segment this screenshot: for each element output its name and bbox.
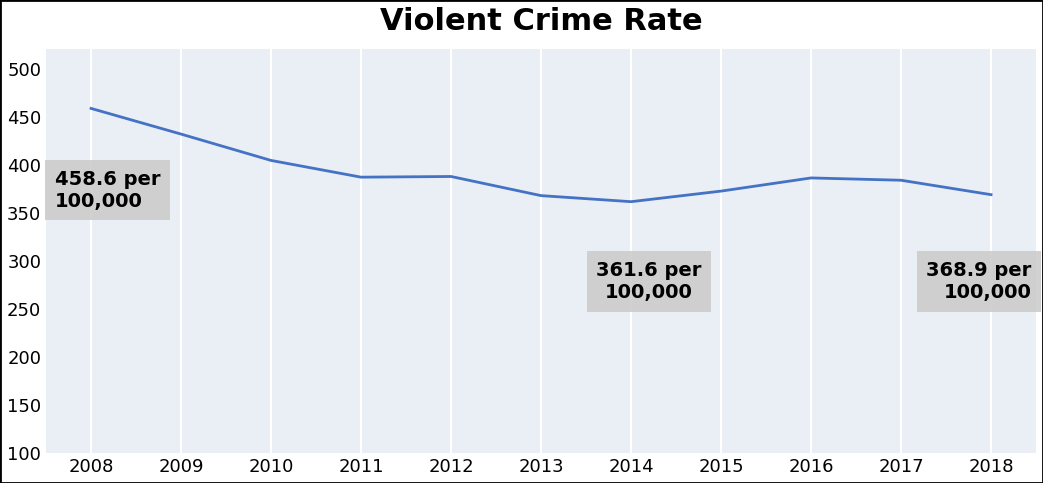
Text: 368.9 per
100,000: 368.9 per 100,000 — [926, 261, 1032, 302]
Text: 361.6 per
100,000: 361.6 per 100,000 — [597, 261, 702, 302]
Text: 458.6 per
100,000: 458.6 per 100,000 — [55, 170, 161, 211]
Title: Violent Crime Rate: Violent Crime Rate — [380, 7, 702, 36]
